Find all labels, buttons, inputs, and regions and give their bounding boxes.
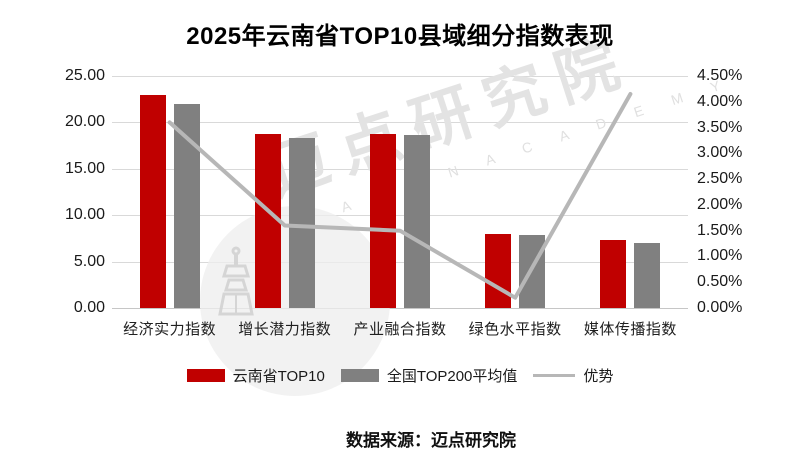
legend-swatch-line (533, 374, 576, 377)
legend-label: 全国TOP200平均值 (386, 368, 518, 385)
bar-yunnan-top10 (139, 95, 166, 308)
gridline (112, 308, 688, 309)
bar-yunnan-top10 (485, 233, 512, 308)
legend-item-yunnan-top10: 云南省TOP10 (186, 365, 325, 386)
y-axis-label-right: 2.50% (697, 170, 743, 188)
y-axis-label-left: 10.00 (64, 206, 105, 224)
legend-label: 云南省TOP10 (232, 368, 325, 385)
legend-label: 优势 (583, 368, 614, 385)
y-axis-label-right: 1.00% (697, 247, 743, 265)
y-axis-label-right: 1.50% (697, 221, 743, 239)
bar-yunnan-top10 (254, 134, 281, 308)
watermark-tower-icon (218, 246, 254, 316)
y-axis-label-right: 4.00% (697, 92, 743, 110)
bar-national-avg (173, 103, 200, 308)
y-axis-label-left: 0.00 (73, 299, 105, 316)
y-axis-label-right: 0.00% (697, 299, 743, 316)
category-label: 经济实力指数 (123, 321, 217, 338)
category-label: 媒体传播指数 (583, 321, 677, 338)
legend-item-national-avg: 全国TOP200平均值 (340, 365, 518, 386)
y-axis-label-right: 4.50% (697, 67, 743, 84)
y-axis-label-right: 3.00% (697, 144, 743, 162)
bar-national-avg (404, 135, 430, 308)
bar-national-avg (288, 138, 315, 308)
category-label: 增长潜力指数 (238, 321, 332, 338)
bar-national-avg (519, 234, 546, 308)
y-axis-label-left: 25.00 (64, 67, 105, 84)
y-axis-label-left: 5.00 (73, 252, 105, 270)
y-axis-label-left: 15.00 (64, 159, 105, 177)
category-label: 产业融合指数 (353, 321, 447, 338)
y-axis-label-left: 20.00 (64, 113, 105, 131)
data-source-label: 数据来源：迈点研究院 (346, 431, 516, 450)
legend-item-advantage: 优势 (533, 365, 613, 386)
bar-national-avg (634, 243, 661, 308)
gridline (112, 76, 688, 77)
y-axis-label-right: 0.50% (697, 273, 743, 291)
legend-swatch-gray-bar (340, 369, 379, 382)
chart-legend: 云南省TOP10 全国TOP200平均值 优势 (0, 365, 800, 386)
y-axis-label-right: 2.00% (697, 195, 743, 213)
chart-title: 2025年云南省TOP10县域细分指数表现 (186, 23, 614, 50)
category-label: 绿色水平指数 (468, 321, 562, 338)
bar-yunnan-top10 (370, 133, 396, 308)
bar-yunnan-top10 (600, 240, 627, 308)
legend-swatch-red-bar (186, 369, 225, 382)
y-axis-label-right: 3.50% (697, 118, 743, 136)
